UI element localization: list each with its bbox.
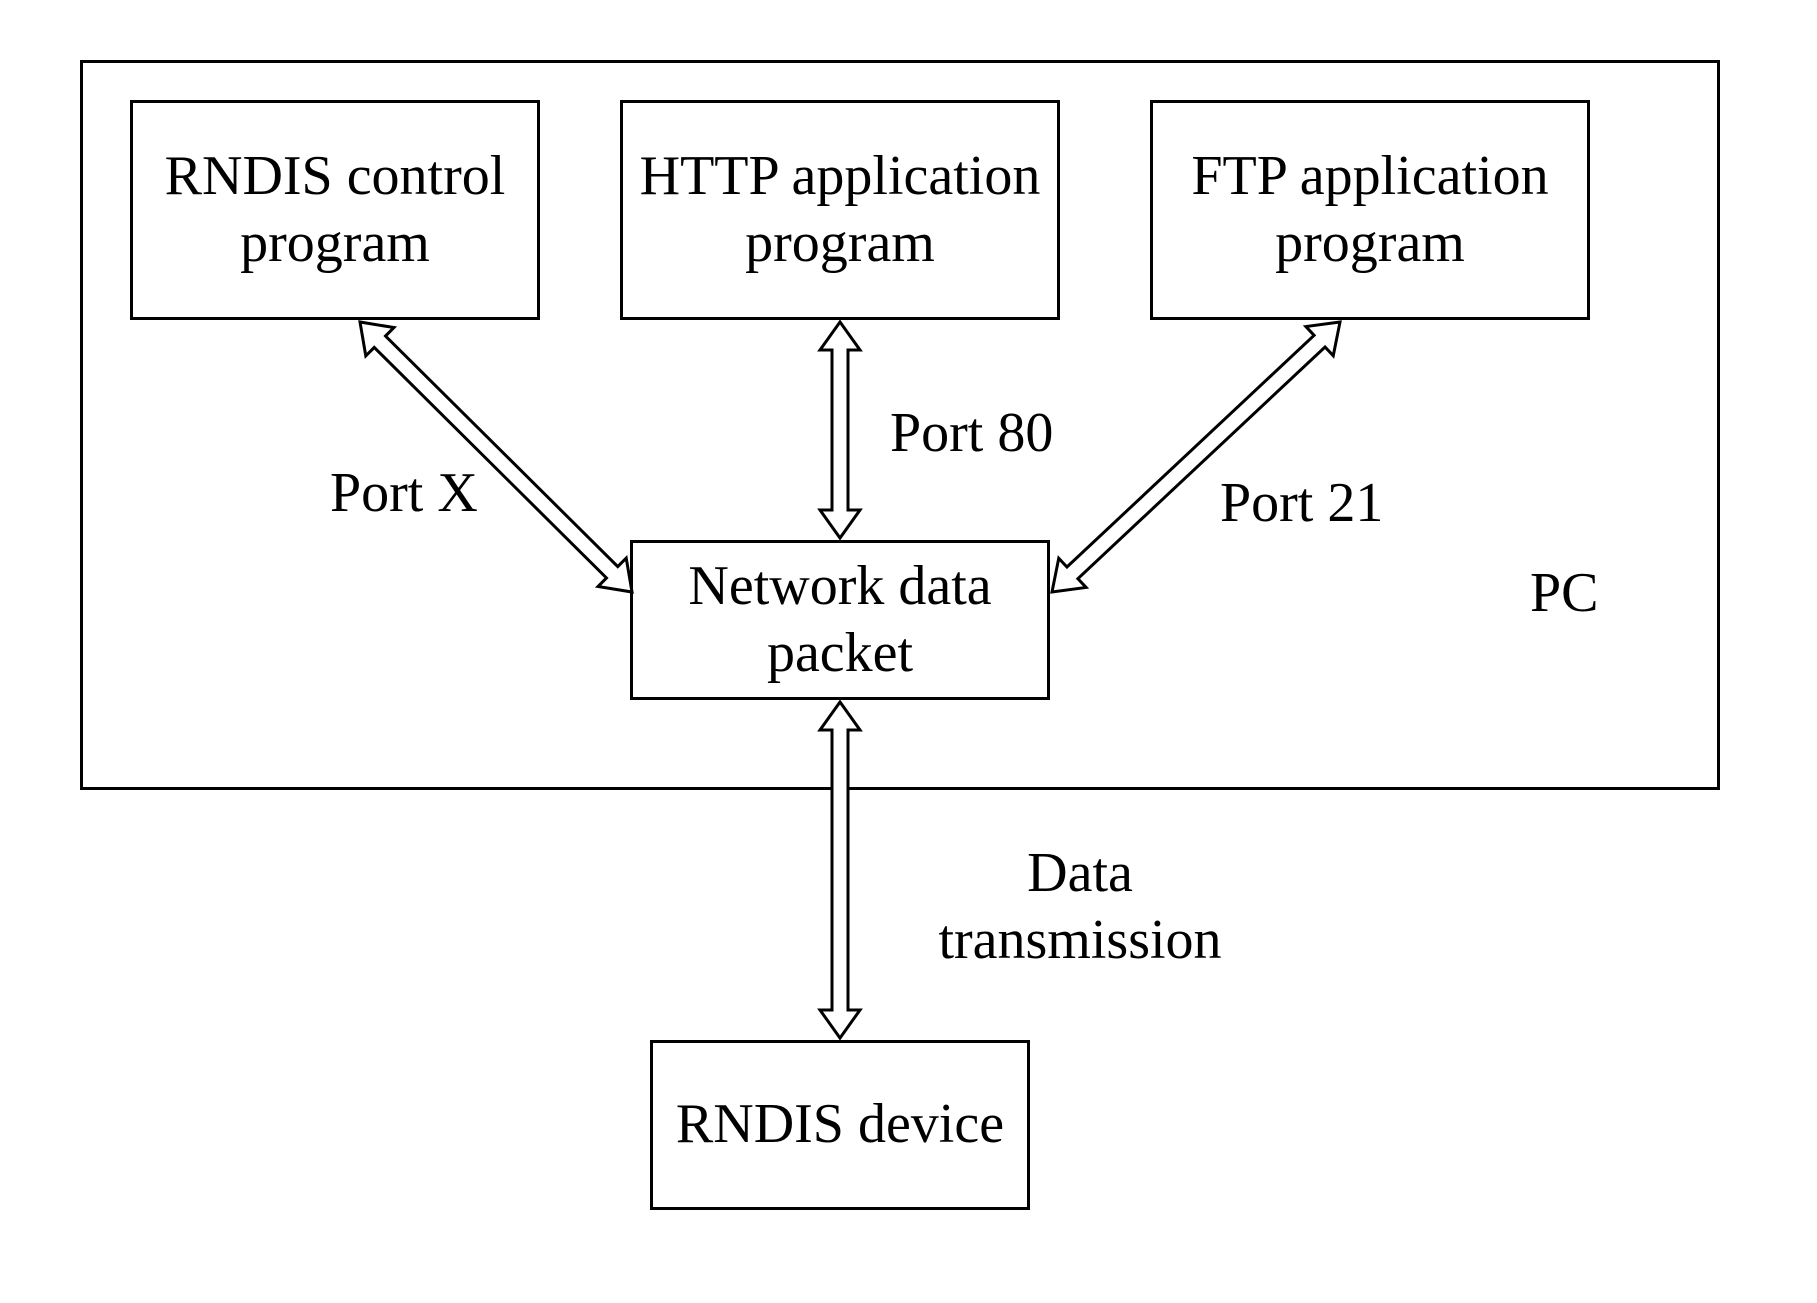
network-packet-label: Network data packet [633, 553, 1047, 687]
ftp-app-box: FTP application program [1150, 100, 1590, 320]
port-21-label: Port 21 [1220, 470, 1383, 537]
pc-label: PC [1530, 560, 1599, 627]
rndis-control-box: RNDIS control program [130, 100, 540, 320]
rndis-device-label: RNDIS device [676, 1091, 1004, 1158]
rndis-device-box: RNDIS device [650, 1040, 1030, 1210]
http-app-label: HTTP application program [623, 143, 1057, 277]
port-80-label: Port 80 [890, 400, 1053, 467]
http-app-box: HTTP application program [620, 100, 1060, 320]
data-transmission-label: Data transmission [890, 840, 1270, 974]
rndis-control-label: RNDIS control program [133, 143, 537, 277]
ftp-app-label: FTP application program [1153, 143, 1587, 277]
network-packet-box: Network data packet [630, 540, 1050, 700]
port-x-label: Port X [330, 460, 478, 527]
diagram-root: RNDIS control program HTTP application p… [60, 40, 1760, 1260]
